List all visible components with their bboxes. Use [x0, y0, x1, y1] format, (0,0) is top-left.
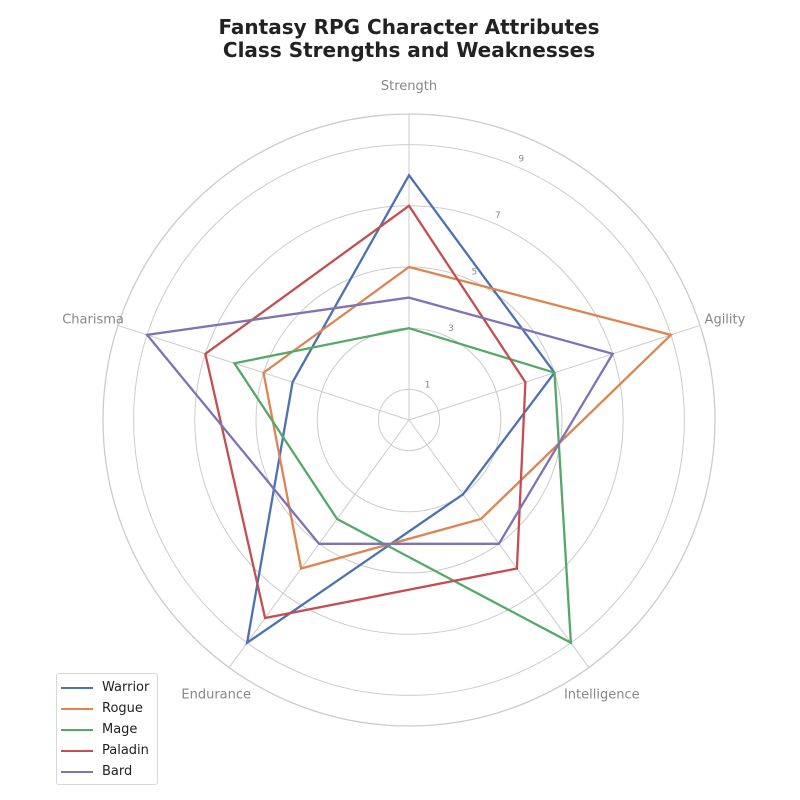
legend-label: Rogue	[102, 701, 143, 716]
category-label-endurance: Endurance	[181, 687, 251, 702]
radial-tick-label: 1	[425, 381, 431, 391]
legend-swatch	[61, 728, 93, 731]
category-label-agility: Agility	[705, 313, 746, 328]
legend-label: Paladin	[102, 743, 149, 758]
legend-item-mage: Mage	[57, 719, 157, 740]
legend-swatch	[61, 749, 93, 752]
legend-item-rogue: Rogue	[57, 698, 157, 719]
legend-label: Warrior	[102, 680, 150, 695]
radial-tick-label: 7	[495, 211, 501, 221]
category-label-charisma: Charisma	[62, 313, 124, 328]
legend-swatch	[61, 686, 93, 689]
radial-tick-label: 9	[518, 155, 524, 165]
category-label-intelligence: Intelligence	[564, 687, 640, 702]
axis-labels: Strength Agility Intelligence Endurance Char…	[62, 79, 745, 702]
legend-swatch	[61, 707, 93, 710]
radial-tick-label: 5	[472, 268, 478, 278]
legend-label: Bard	[102, 764, 133, 779]
chart-title: Fantasy RPG Character Attributes	[218, 15, 599, 39]
series-line-rogue	[262, 265, 674, 570]
chart-subtitle: Class Strengths and Weaknesses	[223, 38, 595, 62]
series-layer	[144, 173, 674, 646]
legend-swatch	[61, 770, 93, 773]
legend-item-warrior: Warrior	[57, 677, 157, 698]
radial-tick-label: 3	[448, 324, 454, 334]
legend-item-paladin: Paladin	[57, 740, 157, 761]
legend: Warrior Rogue Mage Paladin Bard	[56, 673, 158, 785]
category-label-strength: Strength	[381, 79, 437, 94]
series-line-paladin	[204, 204, 527, 620]
legend-label: Mage	[102, 722, 138, 737]
series-line-bard	[144, 296, 615, 545]
legend-item-bard: Bard	[57, 761, 157, 782]
